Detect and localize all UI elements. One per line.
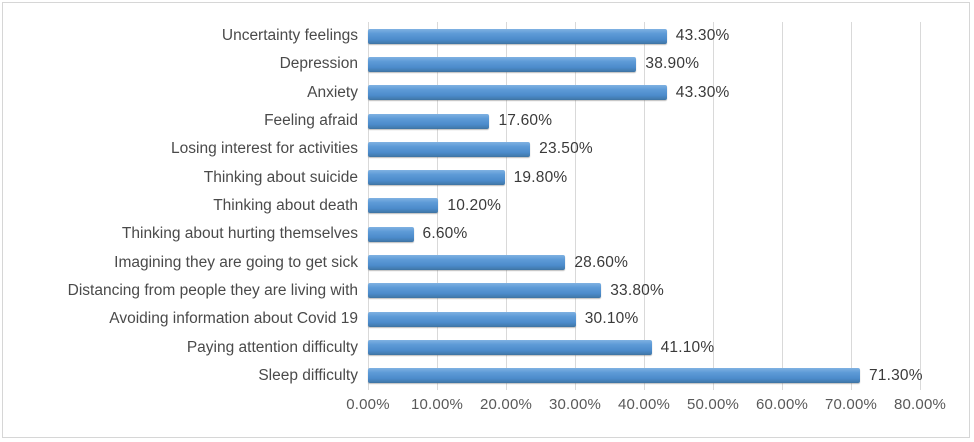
bar-data-label: 41.10% (660, 338, 715, 356)
x-axis-tick-label: 40.00% (617, 396, 671, 413)
gridline (505, 22, 507, 390)
category-label: Distancing from people they are living w… (67, 281, 358, 299)
category-axis: Uncertainty feelings Depression Anxiety Fee… (6, 22, 358, 390)
bar-row: 43.30% (368, 79, 920, 107)
bar (368, 255, 566, 271)
bar-data-label: 38.90% (645, 55, 700, 73)
bar (368, 56, 637, 72)
bar (368, 170, 505, 186)
bar-data-label: 71.30% (868, 366, 923, 384)
x-axis-tick-label: 80.00% (893, 396, 947, 413)
bar-row: 43.30% (368, 22, 920, 50)
category-label: Thinking about suicide (203, 168, 358, 186)
category-label: Imagining they are going to get sick (114, 253, 358, 271)
x-axis-tick-label: 50.00% (686, 396, 740, 413)
category-label: Anxiety (307, 83, 358, 101)
gridline (781, 22, 783, 390)
bar (368, 368, 860, 384)
bar-row: 28.60% (368, 248, 920, 276)
x-axis-tick-label: 70.00% (824, 396, 878, 413)
bar-row: 38.90% (368, 50, 920, 78)
bar-data-label: 43.30% (675, 27, 730, 45)
category-label: Paying attention difficulty (186, 338, 358, 356)
category-label: Avoiding information about Covid 19 (109, 310, 358, 328)
gridline (850, 22, 852, 390)
bar (368, 198, 439, 214)
bar (368, 141, 531, 157)
bar-row: 41.10% (368, 333, 920, 361)
bar (368, 340, 652, 356)
x-axis-tick-label: 60.00% (755, 396, 809, 413)
bar (368, 311, 576, 327)
gridline (643, 22, 645, 390)
bar-data-label: 19.80% (513, 168, 568, 186)
category-label: Thinking about hurting themselves (121, 225, 358, 243)
bar-row: 19.80% (368, 164, 920, 192)
gridline (712, 22, 714, 390)
bar-row: 17.60% (368, 107, 920, 135)
category-label: Sleep difficulty (258, 366, 358, 384)
bar-data-label: 43.30% (675, 83, 730, 101)
bar-row: 23.50% (368, 135, 920, 163)
bar-row: 71.30% (368, 362, 923, 390)
bar-data-label: 30.10% (584, 310, 639, 328)
category-label: Thinking about death (213, 196, 358, 214)
bar (368, 85, 667, 101)
gridline (574, 22, 576, 390)
bar (368, 28, 667, 44)
category-label: Losing interest for activities (171, 140, 358, 158)
plot-area: 43.30% 38.90% 43.30% 17.60% 23.50% 19.80% 10.2… (367, 22, 923, 390)
bar-row: 33.80% (368, 277, 920, 305)
category-label: Uncertainty feelings (221, 27, 358, 45)
bar-data-label: 28.60% (574, 253, 629, 271)
bar-row: 6.60% (368, 220, 920, 248)
bar-data-label: 6.60% (422, 225, 468, 243)
category-label: Feeling afraid (264, 112, 358, 130)
bar-data-label: 17.60% (498, 112, 553, 130)
x-axis-tick-label: 30.00% (548, 396, 602, 413)
bar-data-label: 33.80% (610, 281, 664, 299)
category-label: Depression (279, 55, 358, 73)
x-axis: 0.00% 10.00% 20.00% 30.00% 40.00% 50.00% 60.00… (346, 396, 946, 418)
x-axis-tick-label: 10.00% (410, 396, 464, 413)
bar (368, 113, 490, 129)
x-axis-tick-label: 20.00% (479, 396, 533, 413)
bar (368, 283, 602, 299)
gridline (919, 22, 921, 390)
bar-data-label: 23.50% (539, 140, 593, 158)
bar-data-label: 10.20% (447, 196, 502, 214)
bar-row: 10.20% (368, 192, 920, 220)
x-axis-tick-label: 0.00% (346, 396, 390, 413)
bar (368, 226, 414, 242)
bar-row: 30.10% (368, 305, 920, 333)
